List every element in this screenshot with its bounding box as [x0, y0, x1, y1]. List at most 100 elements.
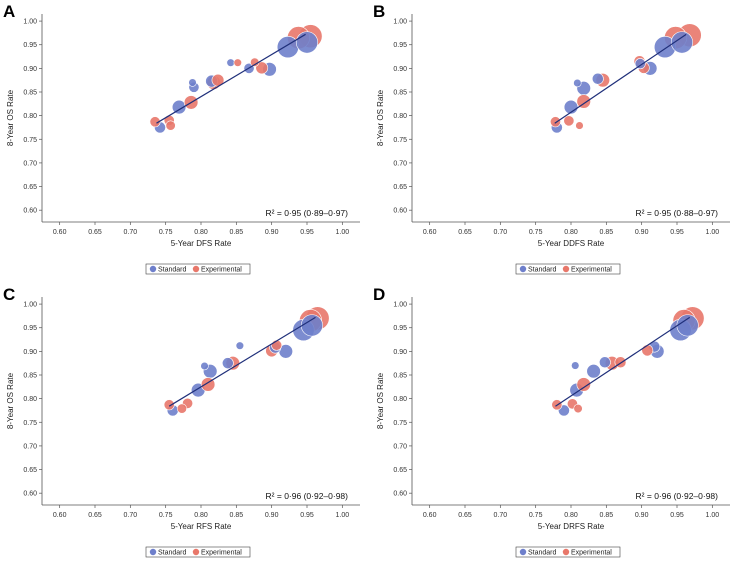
- y-tick-label: 0.75: [393, 137, 407, 144]
- experimental-point: [576, 377, 591, 392]
- x-tick-label: 1.00: [706, 512, 720, 519]
- legend-standard-marker: [149, 548, 157, 556]
- y-tick-label: 1.00: [23, 19, 37, 26]
- y-tick-label: 0.95: [23, 325, 37, 332]
- x-tick-label: 0.90: [635, 229, 649, 236]
- y-axis-title: 8-Year OS Rate: [6, 89, 15, 146]
- x-axis-title: 5-Year RFS Rate: [171, 522, 232, 531]
- experimental-point: [575, 121, 584, 130]
- legend-standard-marker: [519, 265, 527, 273]
- y-tick-label: 0.60: [23, 491, 37, 498]
- x-tick-label: 0.75: [159, 229, 173, 236]
- x-tick-label: 0.85: [600, 512, 614, 519]
- experimental-point: [176, 403, 187, 414]
- y-tick-label: 0.90: [393, 349, 407, 356]
- x-tick-label: 0.60: [423, 229, 437, 236]
- panel-letter: A: [3, 2, 15, 21]
- legend-experimental-label: Experimental: [201, 550, 242, 557]
- legend: Standard Experimental: [145, 263, 251, 275]
- x-tick-label: 0.65: [458, 229, 472, 236]
- experimental-point: [149, 116, 161, 128]
- x-tick-label: 0.95: [670, 512, 684, 519]
- standard-point: [200, 361, 209, 371]
- x-tick-label: 0.80: [564, 512, 578, 519]
- y-tick-label: 0.75: [23, 137, 37, 144]
- x-tick-label: 0.60: [423, 512, 437, 519]
- x-tick-label: 0.65: [88, 229, 102, 236]
- panel-a: A 0.60 0.65 0.70 0.75 0.80 0.85 0.90 0.95 1.00 0.6…: [3, 2, 360, 275]
- x-tick-label: 0.90: [265, 512, 279, 519]
- x-tick-label: 0.65: [458, 512, 472, 519]
- y-tick-label: 1.00: [23, 302, 37, 309]
- standard-point: [276, 36, 299, 59]
- legend-experimental-marker: [192, 265, 200, 273]
- legend-experimental-label: Experimental: [571, 550, 612, 557]
- y-tick-label: 0.60: [23, 208, 37, 215]
- legend-standard-marker: [149, 265, 157, 273]
- x-tick-label: 0.70: [494, 229, 508, 236]
- y-tick-label: 0.80: [23, 113, 37, 120]
- standard-point: [188, 78, 197, 87]
- standard-point: [295, 31, 319, 54]
- regression-line: [554, 33, 687, 124]
- y-tick-label: 0.70: [393, 443, 407, 450]
- x-tick-label: 1.00: [706, 229, 720, 236]
- y-tick-label: 0.70: [23, 160, 37, 167]
- x-axis-title: 5-Year DDFS Rate: [538, 239, 605, 248]
- legend-standard-label: Standard: [528, 267, 557, 274]
- x-tick-label: 0.80: [564, 229, 578, 236]
- standard-point: [573, 78, 582, 88]
- y-tick-label: 0.95: [23, 42, 37, 49]
- y-tick-label: 0.80: [23, 396, 37, 403]
- x-tick-label: 0.70: [494, 512, 508, 519]
- y-tick-label: 0.90: [23, 66, 37, 73]
- y-tick-label: 0.95: [393, 325, 407, 332]
- y-tick-label: 0.60: [393, 208, 407, 215]
- standard-point: [591, 72, 604, 85]
- x-tick-label: 0.95: [300, 512, 314, 519]
- y-tick-label: 0.85: [393, 373, 407, 380]
- y-tick-label: 0.90: [23, 349, 37, 356]
- x-tick-label: 0.95: [670, 229, 684, 236]
- x-tick-label: 0.75: [529, 512, 543, 519]
- y-tick-label: 0.85: [23, 90, 37, 97]
- y-tick-label: 1.00: [393, 302, 407, 309]
- y-tick-label: 0.90: [393, 66, 407, 73]
- x-tick-label: 0.90: [635, 512, 649, 519]
- standard-point: [221, 357, 234, 370]
- legend-experimental-marker: [562, 548, 570, 556]
- standard-point: [226, 58, 235, 67]
- experimental-point: [641, 344, 654, 357]
- x-tick-label: 0.75: [159, 512, 173, 519]
- y-tick-label: 0.85: [393, 90, 407, 97]
- y-tick-label: 1.00: [393, 19, 407, 26]
- x-tick-label: 0.80: [194, 512, 208, 519]
- y-tick-label: 0.85: [23, 373, 37, 380]
- x-tick-label: 0.65: [88, 512, 102, 519]
- y-tick-label: 0.70: [393, 160, 407, 167]
- y-axis-title: 8-Year OS Rate: [6, 372, 15, 429]
- x-tick-label: 0.80: [194, 229, 208, 236]
- regression-line: [156, 33, 306, 124]
- panel-c: C 0.60 0.65 0.70 0.75 0.80 0.85 0.90 0.95 1.00 0.6…: [3, 285, 360, 558]
- y-tick-label: 0.65: [23, 184, 37, 191]
- x-tick-label: 0.85: [230, 512, 244, 519]
- r2-annotation: R² = 0·96 (0·92–0·98): [636, 491, 719, 501]
- standard-point: [586, 364, 601, 379]
- legend-experimental-label: Experimental: [571, 267, 612, 274]
- y-tick-label: 0.65: [393, 184, 407, 191]
- experimental-point: [233, 58, 242, 67]
- standard-point: [571, 361, 580, 370]
- panel-letter: B: [373, 2, 385, 21]
- legend-experimental-marker: [562, 265, 570, 273]
- y-tick-label: 0.65: [393, 467, 407, 474]
- regression-line: [168, 316, 316, 407]
- regression-line: [555, 316, 691, 407]
- standard-point: [599, 356, 611, 369]
- y-axis-title: 8-Year OS Rate: [376, 89, 385, 146]
- experimental-point: [573, 403, 583, 414]
- x-tick-label: 0.60: [53, 512, 67, 519]
- legend-experimental-marker: [192, 548, 200, 556]
- panel-b: B 0.60 0.65 0.70 0.75 0.80 0.85 0.90 0.95 1.00 0.6…: [373, 2, 730, 275]
